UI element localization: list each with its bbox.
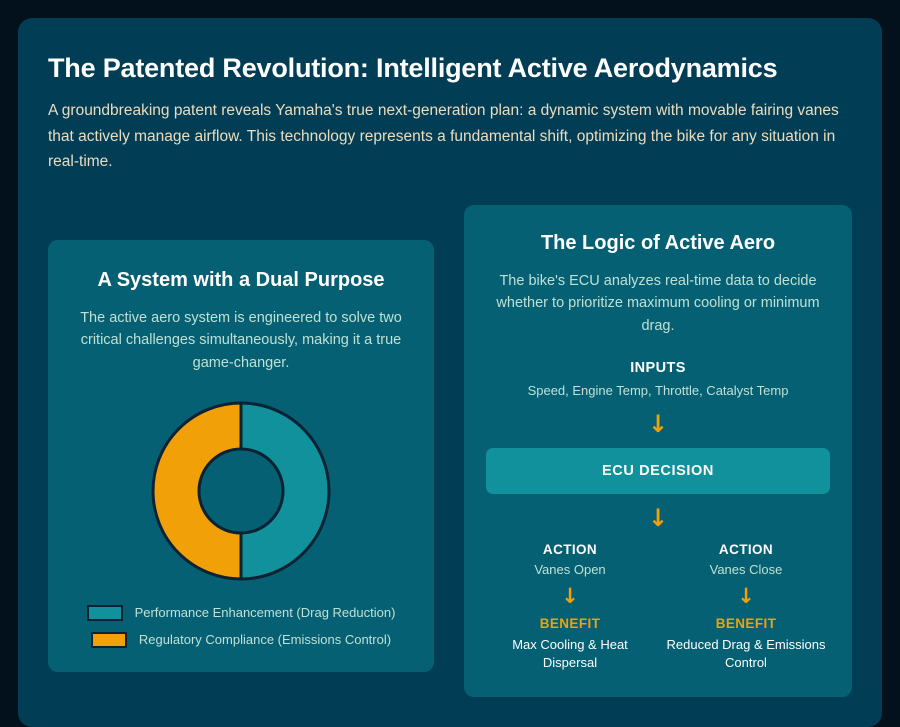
header: The Patented Revolution: Intelligent Act… [48,52,852,174]
aero-logic-flow-diagram: INPUTS Speed, Engine Temp, Throttle, Cat… [486,360,830,672]
inputs-list: Speed, Engine Temp, Throttle, Catalyst T… [527,382,789,398]
active-aero-logic-card-title: The Logic of Active Aero [540,231,776,254]
branch-action-heading-right: ACTION [718,542,774,558]
content-columns: A System with a Dual Purpose The active … [48,204,852,698]
branch-action-heading-left: ACTION [542,542,598,558]
dual-purpose-card-title: A System with a Dual Purpose [97,268,385,291]
inputs-heading: INPUTS [630,359,686,376]
flow-branches: ACTION Vanes Open ↓ BENEFIT Max Cooling … [486,542,830,671]
flow-branch-vanes-close: ACTION Vanes Close ↓ BENEFIT Reduced Dra… [662,542,830,671]
branch-arrow-down-icon-right: ↓ [737,584,755,609]
dual-purpose-card-description: The active aero system is engineered to … [80,309,402,371]
page-subtitle: A groundbreaking patent reveals Yamaha's… [48,102,839,170]
legend-label-regulatory-compliance: Regulatory Compliance (Emissions Control… [138,632,392,648]
ecu-decision-label: ECU DECISION [602,463,714,480]
donut-slice-regulatory-compliance [151,401,243,581]
donut-slice-performance-enhancement [239,401,331,581]
branch-arrow-down-icon-left: ↓ [561,584,579,609]
flow-branch-vanes-open: ACTION Vanes Open ↓ BENEFIT Max Cooling … [486,542,654,671]
legend-swatch-teal-icon [86,604,123,621]
branch-benefit-heading-right: BENEFIT [715,616,777,632]
branch-benefit-text-right: Reduced Drag & Emissions Control [666,637,826,670]
flow-arrow-down-icon: ↓ [647,410,669,439]
active-aero-logic-card: The Logic of Active Aero The bike's ECU … [464,204,852,698]
flow-arrow-down-to-branches-icon: ↓ [647,504,669,533]
dual-purpose-card: A System with a Dual Purpose The active … [48,239,434,672]
donut-chart-container [72,395,410,587]
main-panel: The Patented Revolution: Intelligent Act… [18,18,882,727]
donut-chart-legend: Performance Enhancement (Drag Reduction)… [72,604,410,648]
branch-action-text-left: Vanes Open [534,562,606,578]
branch-action-text-right: Vanes Close [709,562,783,578]
ecu-decision-box: ECU DECISION [486,448,830,495]
legend-label-performance-enhancement: Performance Enhancement (Drag Reduction) [134,605,396,621]
active-aero-logic-card-description: The bike's ECU analyzes real-time data t… [496,272,820,334]
legend-item-performance-enhancement: Performance Enhancement (Drag Reduction) [86,604,396,621]
branch-benefit-heading-left: BENEFIT [539,616,601,632]
branch-benefit-text-left: Max Cooling & Heat Dispersal [512,637,628,670]
page-title: The Patented Revolution: Intelligent Act… [48,53,778,83]
legend-item-regulatory-compliance: Regulatory Compliance (Emissions Control… [90,631,392,648]
dual-purpose-donut-chart [151,401,331,581]
legend-swatch-orange-icon [90,631,127,648]
